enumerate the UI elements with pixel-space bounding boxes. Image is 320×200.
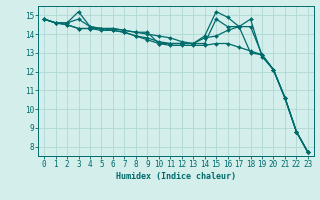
X-axis label: Humidex (Indice chaleur): Humidex (Indice chaleur) [116,172,236,181]
